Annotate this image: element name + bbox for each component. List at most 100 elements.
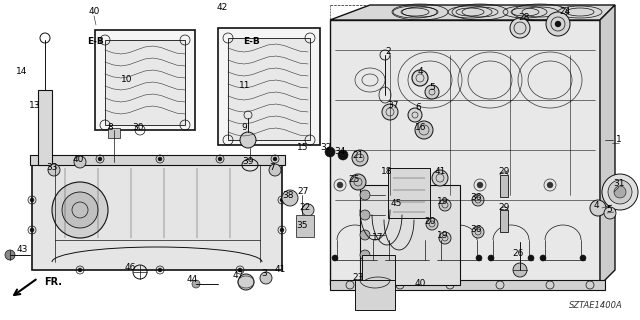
Text: 31: 31 <box>613 180 625 188</box>
Polygon shape <box>388 168 430 218</box>
Text: 27: 27 <box>298 188 308 196</box>
Text: 33: 33 <box>46 164 58 172</box>
Text: 15: 15 <box>297 143 308 153</box>
Text: 5: 5 <box>429 84 435 92</box>
Text: 32: 32 <box>320 143 332 153</box>
Circle shape <box>488 255 494 261</box>
Text: 35: 35 <box>296 221 308 230</box>
Text: 40: 40 <box>414 279 426 289</box>
Circle shape <box>78 268 82 272</box>
Text: 45: 45 <box>390 199 402 209</box>
Text: 4: 4 <box>593 202 599 211</box>
Circle shape <box>604 207 616 219</box>
Polygon shape <box>218 28 320 145</box>
Text: E-B: E-B <box>244 37 260 46</box>
Polygon shape <box>362 255 395 285</box>
Polygon shape <box>38 90 52 165</box>
Text: 36: 36 <box>470 226 482 235</box>
Circle shape <box>280 198 284 202</box>
Polygon shape <box>105 40 185 125</box>
Circle shape <box>555 21 561 27</box>
Circle shape <box>360 250 370 260</box>
Circle shape <box>5 250 15 260</box>
Text: 4: 4 <box>417 68 423 76</box>
Polygon shape <box>355 280 395 310</box>
Circle shape <box>425 85 439 99</box>
Text: 24: 24 <box>559 7 571 17</box>
Text: 9: 9 <box>241 124 247 132</box>
Bar <box>500 175 508 197</box>
Polygon shape <box>228 38 310 140</box>
Text: 38: 38 <box>282 191 294 201</box>
Circle shape <box>614 186 626 198</box>
Circle shape <box>48 164 60 176</box>
Polygon shape <box>330 280 605 290</box>
Polygon shape <box>600 5 615 285</box>
Circle shape <box>337 182 343 188</box>
Text: 25: 25 <box>348 175 360 185</box>
Text: FR.: FR. <box>44 277 62 287</box>
Text: 11: 11 <box>239 82 251 91</box>
Text: 47: 47 <box>232 271 244 281</box>
Text: 10: 10 <box>121 76 132 84</box>
Circle shape <box>260 272 272 284</box>
Circle shape <box>432 170 448 186</box>
Circle shape <box>424 255 430 261</box>
Text: 40: 40 <box>88 7 100 17</box>
Circle shape <box>372 255 378 261</box>
Circle shape <box>540 255 546 261</box>
Circle shape <box>407 182 413 188</box>
Text: 17: 17 <box>372 234 384 243</box>
Circle shape <box>472 194 484 206</box>
Bar <box>296 215 314 237</box>
Circle shape <box>350 174 366 190</box>
Circle shape <box>580 255 586 261</box>
Circle shape <box>384 255 390 261</box>
Text: 41: 41 <box>275 266 285 275</box>
Circle shape <box>273 157 277 161</box>
Text: 1: 1 <box>616 135 622 145</box>
Text: 7: 7 <box>269 164 275 172</box>
Text: 5: 5 <box>606 205 612 214</box>
Text: 40: 40 <box>72 156 84 164</box>
Text: 34: 34 <box>334 148 346 156</box>
Circle shape <box>52 182 108 238</box>
Circle shape <box>415 121 433 139</box>
Circle shape <box>158 157 162 161</box>
Text: 39: 39 <box>243 157 253 166</box>
Text: 14: 14 <box>16 68 28 76</box>
Text: 6: 6 <box>415 103 421 113</box>
Polygon shape <box>30 155 285 165</box>
Circle shape <box>282 190 298 206</box>
Text: E-B: E-B <box>88 37 104 46</box>
Circle shape <box>547 182 553 188</box>
Circle shape <box>510 18 530 38</box>
Circle shape <box>360 210 370 220</box>
Polygon shape <box>330 20 600 285</box>
Text: 41: 41 <box>435 167 445 177</box>
Text: 22: 22 <box>300 204 310 212</box>
Circle shape <box>408 108 422 122</box>
Bar <box>108 128 120 138</box>
Text: 20: 20 <box>424 218 436 227</box>
Circle shape <box>238 274 254 290</box>
Text: 36: 36 <box>470 194 482 203</box>
Circle shape <box>546 12 570 36</box>
Circle shape <box>158 268 162 272</box>
Circle shape <box>472 226 484 238</box>
Text: 43: 43 <box>16 245 28 254</box>
Text: 30: 30 <box>132 124 144 132</box>
Circle shape <box>98 157 102 161</box>
Circle shape <box>608 180 632 204</box>
Text: 44: 44 <box>186 276 198 284</box>
Circle shape <box>439 199 451 211</box>
Polygon shape <box>330 5 615 20</box>
Circle shape <box>30 198 34 202</box>
Text: 19: 19 <box>437 197 449 206</box>
Circle shape <box>238 268 242 272</box>
Circle shape <box>513 263 527 277</box>
Circle shape <box>302 204 314 216</box>
Text: 26: 26 <box>512 250 524 259</box>
Text: 19: 19 <box>437 231 449 241</box>
Circle shape <box>360 230 370 240</box>
